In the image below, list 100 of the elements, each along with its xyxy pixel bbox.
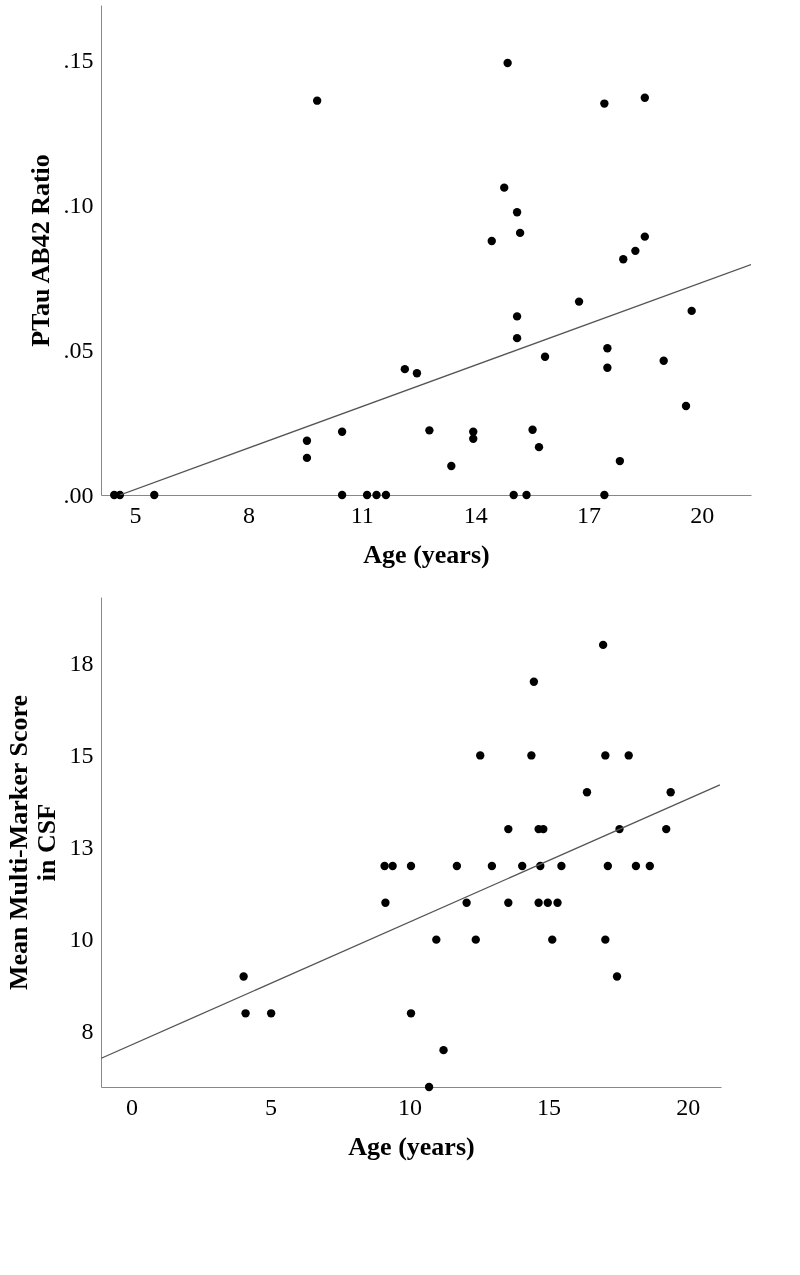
point [612, 972, 622, 981]
point [527, 751, 536, 760]
point [601, 935, 610, 944]
point [603, 344, 612, 353]
point [518, 861, 527, 871]
x-axis-title: Age (years) [363, 539, 490, 569]
point [504, 898, 513, 907]
point [631, 861, 641, 871]
point [534, 442, 544, 452]
y-tick-label: .10 [63, 191, 94, 218]
point [645, 861, 655, 871]
point [388, 861, 397, 871]
x-tick-label: 20 [676, 1093, 701, 1120]
point [522, 490, 531, 500]
x-tick-label: 11 [350, 501, 374, 528]
x-tick-label: 17 [577, 501, 601, 528]
point [432, 935, 441, 944]
point [631, 246, 640, 256]
point [512, 208, 522, 217]
point [528, 425, 537, 434]
point [266, 1009, 276, 1018]
point [504, 824, 513, 834]
point [666, 788, 675, 797]
point [515, 228, 525, 238]
point [452, 861, 462, 871]
point [380, 861, 389, 871]
point [462, 898, 471, 907]
y-tick-label: 8 [81, 1018, 94, 1045]
point [150, 490, 159, 500]
point [619, 255, 628, 264]
x-tick-label: 20 [690, 501, 715, 528]
point [681, 401, 691, 411]
point [400, 364, 410, 374]
point [598, 640, 608, 650]
y-tick-label: 10 [69, 926, 94, 953]
point [539, 824, 548, 834]
point [469, 434, 478, 443]
y-tick-label: .15 [63, 46, 94, 73]
point [557, 861, 566, 871]
x-axis-title: Age (years) [348, 1131, 475, 1161]
point [509, 490, 518, 500]
x-tick-label: 8 [242, 501, 255, 528]
point [548, 935, 557, 944]
y-tick-label: 13 [69, 834, 94, 861]
point [302, 453, 312, 463]
point [662, 824, 671, 834]
point [601, 751, 610, 760]
point [529, 677, 539, 686]
point [503, 58, 512, 68]
point [659, 356, 668, 365]
point [534, 898, 543, 907]
point [381, 898, 390, 907]
point [640, 232, 649, 241]
point [424, 1082, 434, 1092]
point [337, 427, 347, 436]
y-tick-label: 18 [69, 649, 94, 676]
x-tick-label: 5 [129, 501, 142, 528]
point [687, 306, 696, 316]
point [540, 352, 550, 361]
y-tick-label: 15 [69, 741, 94, 768]
point [241, 1009, 250, 1018]
point [603, 861, 613, 871]
point [615, 456, 625, 466]
point [487, 236, 496, 246]
point [406, 1009, 416, 1018]
point [439, 1045, 448, 1055]
point [624, 751, 633, 760]
point [500, 183, 509, 192]
x-tick-label: 0 [126, 1093, 139, 1120]
point [337, 490, 347, 500]
point [512, 333, 522, 343]
point [362, 490, 372, 500]
point [603, 363, 612, 372]
point [406, 861, 416, 871]
point [476, 751, 485, 760]
point [372, 490, 381, 500]
y-axis-title: Mean Multi-Marker Score in CSF [3, 694, 61, 991]
point [412, 369, 422, 378]
point [447, 461, 456, 471]
point [239, 972, 248, 981]
y-tick-label: .00 [63, 481, 94, 508]
point [471, 935, 480, 944]
point [600, 99, 609, 108]
point [582, 788, 592, 797]
x-tick-label: 5 [265, 1093, 278, 1120]
x-tick-label: 15 [537, 1093, 562, 1120]
point [469, 427, 478, 436]
point [553, 898, 562, 907]
point [543, 898, 552, 907]
point [312, 96, 322, 105]
x-tick-label: 14 [463, 501, 488, 528]
point [640, 93, 649, 102]
point [487, 861, 497, 871]
point [302, 436, 312, 445]
point [574, 297, 584, 306]
point [600, 490, 609, 500]
point [381, 490, 391, 500]
point [512, 312, 522, 321]
x-tick-label: 10 [398, 1093, 423, 1120]
y-axis-title: PTau AB42 Ratio [25, 154, 55, 347]
